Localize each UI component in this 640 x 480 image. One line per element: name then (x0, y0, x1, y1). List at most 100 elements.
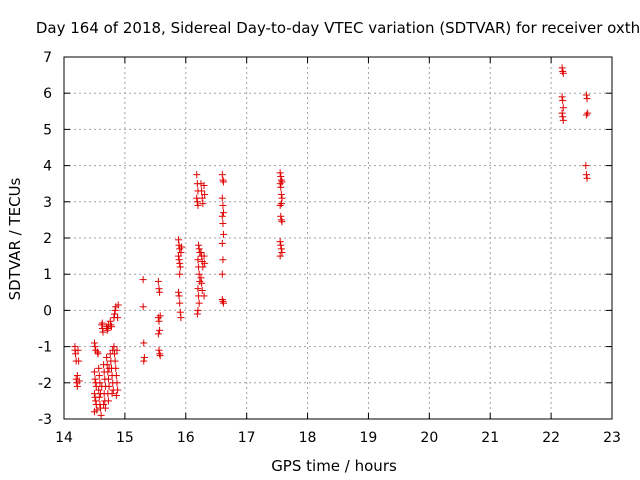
data-point (107, 321, 115, 329)
data-point (92, 397, 100, 405)
data-point (154, 330, 162, 338)
data-point (277, 200, 285, 208)
data-point (277, 216, 285, 224)
data-point (195, 270, 203, 278)
data-point (559, 67, 567, 75)
y-tick-label: 7 (43, 50, 52, 66)
data-point (583, 174, 591, 182)
x-tick-label: 21 (481, 430, 499, 446)
data-point (74, 346, 82, 354)
data-point (200, 292, 208, 300)
data-point (104, 325, 112, 332)
data-point (219, 220, 227, 228)
x-tick-label: 17 (238, 430, 256, 446)
data-point (140, 353, 148, 361)
data-point (108, 390, 116, 398)
data-point (91, 375, 99, 383)
data-point (558, 93, 566, 101)
data-point (193, 310, 201, 318)
data-point (112, 372, 120, 380)
x-axis-label: GPS time / hours (271, 457, 397, 475)
data-point (219, 297, 227, 305)
data-point (582, 111, 590, 119)
data-point (93, 406, 101, 414)
plot-frame (63, 56, 613, 420)
data-point (278, 218, 286, 226)
data-point (110, 343, 118, 351)
data-point (559, 69, 567, 77)
data-point (104, 368, 112, 376)
data-point (582, 171, 590, 179)
data-point (276, 238, 284, 246)
data-point (583, 95, 591, 103)
data-point (73, 382, 81, 390)
data-point (277, 176, 285, 184)
data-point (584, 109, 592, 117)
data-point (218, 296, 226, 304)
x-tick-label: 19 (360, 430, 378, 446)
y-tick-label: 6 (43, 86, 52, 102)
data-point (559, 104, 567, 112)
data-point (97, 411, 105, 419)
data-point (175, 292, 183, 300)
data-point (96, 379, 104, 387)
y-tick-label: 2 (43, 231, 52, 247)
data-point (111, 306, 119, 314)
data-point (176, 263, 184, 271)
data-point (98, 321, 106, 329)
data-point (174, 236, 182, 244)
data-point (176, 308, 184, 316)
data-point (174, 252, 182, 260)
data-point (103, 326, 111, 334)
data-point (90, 368, 98, 376)
data-point (176, 259, 184, 267)
data-point (176, 245, 184, 253)
data-point (111, 310, 119, 318)
data-point (219, 176, 227, 184)
data-point (197, 248, 205, 256)
data-point (194, 201, 202, 209)
data-point (101, 404, 109, 412)
data-point (105, 382, 113, 390)
data-point (100, 401, 108, 409)
data-point (194, 285, 202, 293)
data-point (107, 323, 115, 331)
chart-title: Day 164 of 2018, Sidereal Day-to-day VTE… (36, 19, 640, 37)
data-point (276, 180, 284, 188)
data-points (71, 64, 592, 419)
data-point (113, 346, 121, 354)
y-tick-label: -3 (38, 412, 52, 428)
data-point (219, 256, 227, 264)
data-point (582, 162, 590, 170)
data-point (197, 180, 205, 188)
x-tick-label: 18 (299, 430, 317, 446)
data-point (559, 113, 567, 121)
data-point (196, 277, 204, 285)
data-point (177, 248, 185, 256)
data-point (218, 194, 226, 202)
data-point (104, 397, 112, 405)
data-point (103, 361, 111, 369)
y-tick-label: 4 (43, 159, 52, 175)
data-point (195, 299, 203, 307)
data-point (278, 248, 286, 256)
data-point (154, 277, 162, 285)
data-point (112, 364, 120, 372)
data-point (156, 326, 164, 334)
data-point (91, 343, 99, 351)
data-point (72, 350, 80, 358)
data-point (218, 171, 226, 179)
data-point (278, 178, 286, 186)
data-point (111, 357, 119, 365)
data-point (174, 288, 182, 296)
y-tick-label: -1 (38, 340, 52, 356)
data-point (199, 200, 207, 208)
data-point (276, 201, 284, 209)
data-point (200, 182, 208, 190)
data-point (95, 393, 103, 401)
data-point (218, 239, 226, 247)
x-tick-label: 14 (55, 430, 73, 446)
data-point (195, 245, 203, 253)
y-tick-label: 0 (43, 303, 52, 319)
